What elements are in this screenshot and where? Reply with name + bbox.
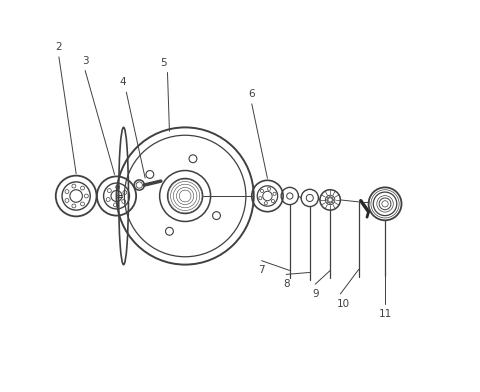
Text: 10: 10	[337, 299, 350, 309]
Text: 3: 3	[82, 56, 88, 66]
Text: 7: 7	[258, 265, 265, 276]
Text: 6: 6	[249, 89, 255, 99]
Text: 2: 2	[56, 42, 62, 52]
Text: 8: 8	[283, 279, 289, 289]
Text: 4: 4	[119, 77, 126, 87]
Text: 5: 5	[160, 58, 167, 68]
Text: 11: 11	[378, 309, 392, 319]
Text: 9: 9	[312, 289, 319, 299]
